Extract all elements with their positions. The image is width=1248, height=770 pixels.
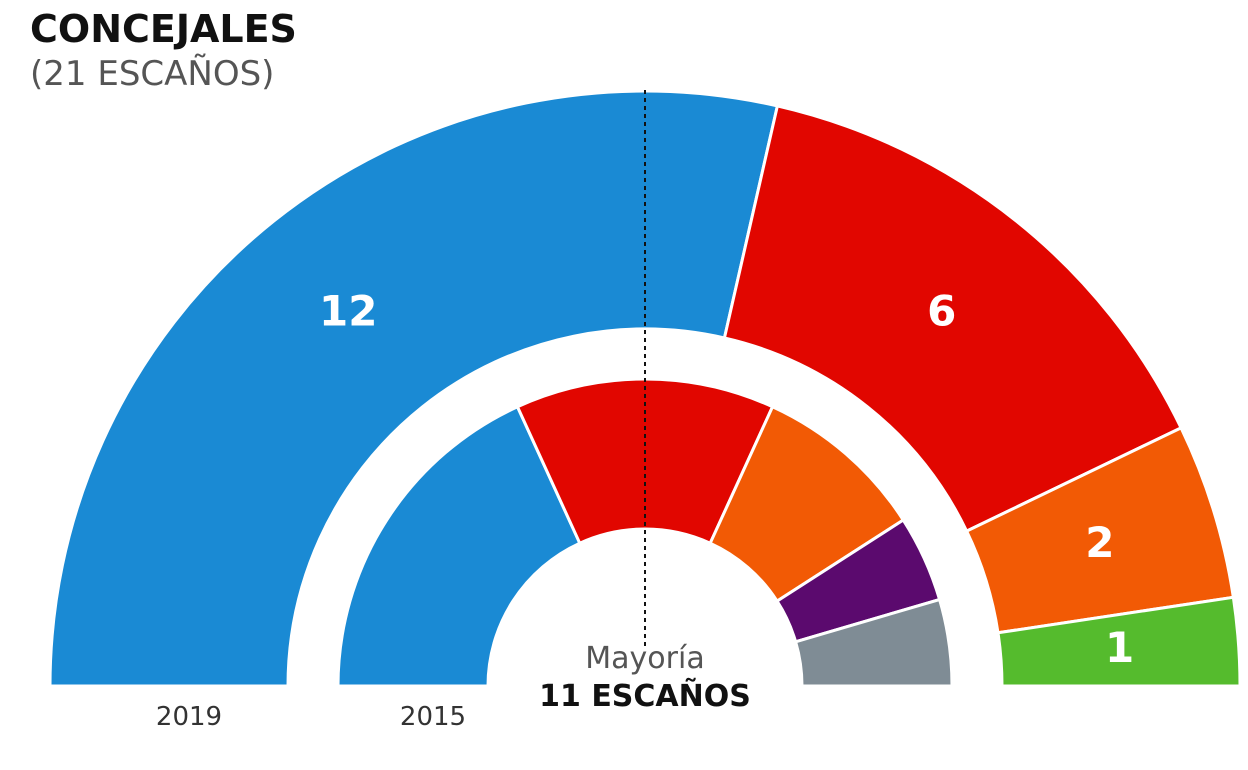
ring2019-segment-1 [722, 104, 1184, 534]
ring2015-segment-0 [336, 404, 582, 688]
ring2015-segment-4 [793, 597, 954, 688]
ring2019-segment-label-3: 1 [1105, 623, 1134, 672]
majority-label: Mayoría [585, 641, 704, 676]
ring-label-2015: 2015 [400, 702, 466, 732]
chart-title: CONCEJALES [30, 7, 297, 51]
majority-value: 11 ESCAÑOS [539, 677, 751, 714]
ring2019-segment-label-2: 2 [1085, 518, 1114, 567]
ring2019-segment-0 [48, 89, 780, 688]
ring2019-segment-3 [996, 595, 1242, 688]
ring2019-segment-label-0: 12 [319, 286, 377, 335]
ring-label-2019: 2019 [156, 702, 222, 732]
ring2019-segment-label-1: 6 [927, 286, 956, 335]
chart-subtitle: (21 ESCAÑOS) [30, 54, 274, 94]
